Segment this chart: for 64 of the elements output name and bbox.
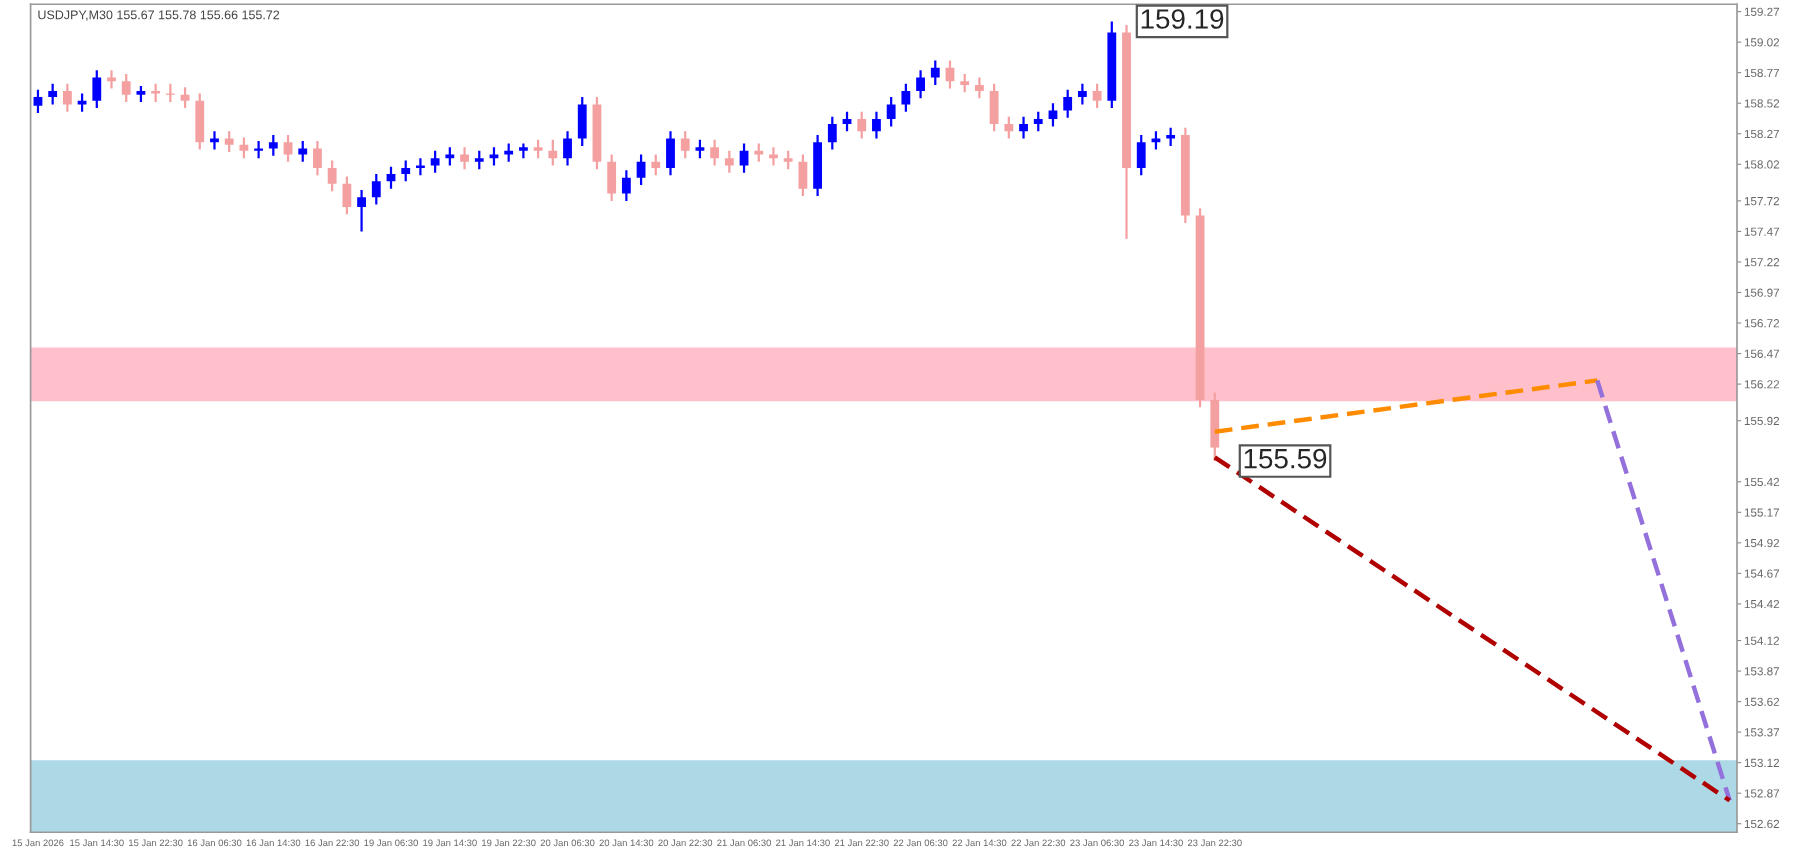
candlestick bbox=[886, 95, 896, 128]
candlestick bbox=[680, 130, 690, 160]
candlestick bbox=[62, 82, 72, 113]
candlestick bbox=[371, 172, 381, 206]
candlestick bbox=[621, 169, 631, 203]
candlestick bbox=[857, 110, 867, 140]
candlestick bbox=[872, 110, 881, 140]
candlestick bbox=[92, 69, 102, 110]
candlestick bbox=[1063, 88, 1073, 119]
candlestick bbox=[327, 159, 337, 193]
candlestick bbox=[989, 82, 999, 133]
candlestick bbox=[1019, 115, 1028, 140]
candlestick bbox=[357, 188, 366, 233]
candlestick bbox=[798, 153, 808, 198]
candlestick bbox=[165, 82, 175, 104]
annotation: 159.19 bbox=[1141, 9, 1224, 29]
candlestick bbox=[1077, 82, 1087, 106]
candlestick bbox=[975, 76, 984, 100]
candlestick bbox=[1092, 82, 1102, 110]
candlestick bbox=[430, 149, 440, 174]
candlestick bbox=[901, 82, 911, 113]
candlestick bbox=[195, 92, 205, 151]
candlestick bbox=[1210, 391, 1220, 463]
candlestick bbox=[607, 153, 617, 203]
candlestick bbox=[636, 153, 646, 187]
candlestick bbox=[916, 69, 925, 100]
candlestick bbox=[254, 139, 264, 160]
candlestick bbox=[1033, 110, 1043, 133]
candlestick bbox=[445, 146, 455, 167]
candlestick bbox=[518, 142, 528, 160]
candlestick bbox=[1136, 133, 1146, 177]
candlestick bbox=[930, 59, 940, 86]
candlestick bbox=[121, 72, 131, 104]
candlestick bbox=[666, 130, 675, 177]
candlestick bbox=[48, 82, 58, 106]
candlestick bbox=[342, 175, 352, 216]
candlestick bbox=[1166, 126, 1176, 148]
candlestick bbox=[401, 159, 411, 183]
candlestick bbox=[710, 138, 720, 167]
candlestick bbox=[960, 72, 970, 94]
candlestick bbox=[33, 88, 43, 115]
candlestick bbox=[224, 130, 234, 154]
candlestick bbox=[489, 146, 499, 167]
candlestick bbox=[298, 139, 308, 163]
candlestick bbox=[1004, 115, 1014, 140]
candlestick bbox=[533, 138, 543, 160]
candlestick bbox=[842, 110, 852, 133]
candlestick bbox=[460, 146, 469, 171]
candlestick bbox=[416, 157, 425, 177]
candlestick bbox=[577, 95, 587, 148]
candlestick bbox=[268, 133, 278, 157]
candlestick bbox=[548, 138, 558, 167]
candlestick bbox=[783, 149, 793, 171]
candlestick bbox=[695, 138, 705, 160]
candlestick bbox=[563, 130, 572, 167]
candlestick bbox=[813, 133, 823, 198]
candlestick bbox=[769, 146, 778, 167]
candlestick bbox=[724, 149, 734, 174]
candlestick bbox=[313, 139, 322, 177]
candlestick bbox=[239, 136, 249, 160]
candlestick bbox=[651, 153, 661, 177]
candlestick bbox=[827, 115, 837, 151]
annotation: 155.59 bbox=[1244, 448, 1327, 469]
candlestick bbox=[474, 149, 484, 171]
